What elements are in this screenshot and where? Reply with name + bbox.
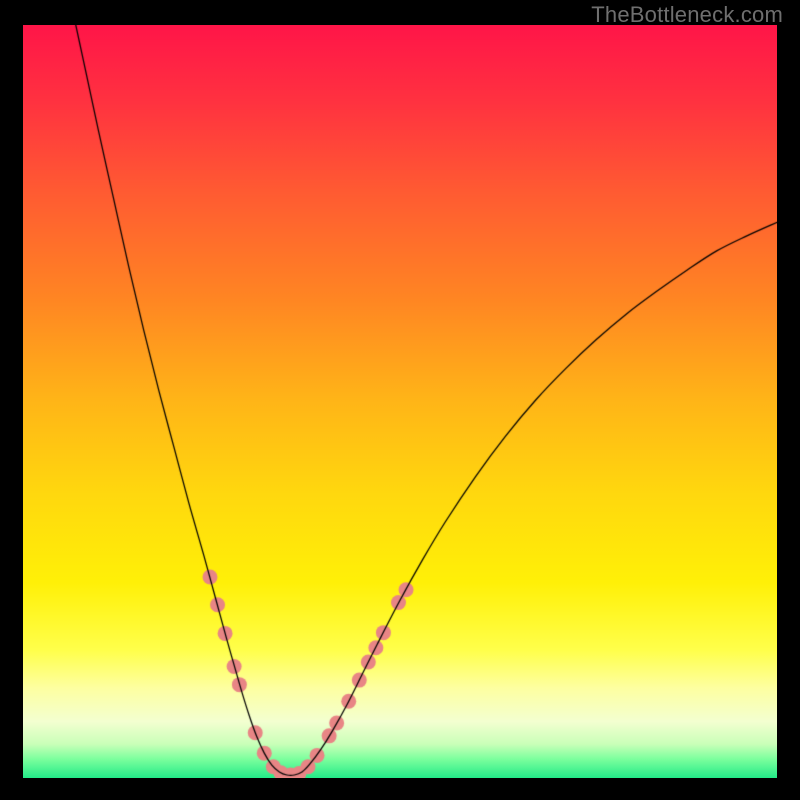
plot-area bbox=[23, 25, 777, 778]
watermark-text: TheBottleneck.com bbox=[591, 2, 783, 28]
curve-canvas bbox=[23, 25, 777, 778]
chart-stage: TheBottleneck.com bbox=[0, 0, 800, 800]
